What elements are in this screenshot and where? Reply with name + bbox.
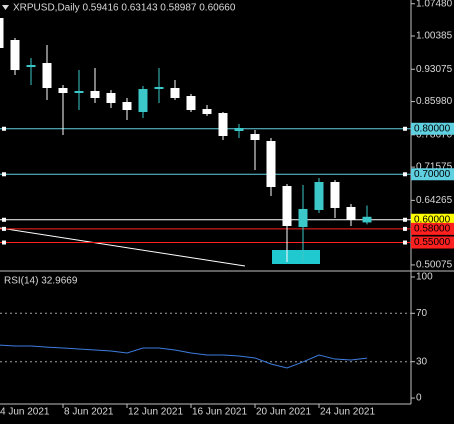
indicator-arrow xyxy=(2,5,9,10)
price-label-box xyxy=(411,222,454,235)
candle-body xyxy=(42,63,52,88)
candle-body xyxy=(218,113,228,137)
candle-body xyxy=(122,102,132,111)
level-marker xyxy=(2,126,6,131)
x-tick-label: 8 Jun 2021 xyxy=(64,407,114,418)
candle-body xyxy=(266,141,276,188)
y-tick-label: 0.50075 xyxy=(416,260,453,271)
x-tick-label: 4 Jun 2021 xyxy=(0,407,50,418)
price-label: 0.70000 xyxy=(414,169,451,180)
candle-body xyxy=(170,87,180,99)
candle-body xyxy=(346,206,356,220)
x-tick-label: 24 Jun 2021 xyxy=(320,407,375,418)
price-label-box xyxy=(411,122,454,135)
price-label: 0.60000 xyxy=(414,214,451,225)
candle-body xyxy=(202,109,212,115)
price-label-box xyxy=(411,213,454,226)
y-tick-label: 70 xyxy=(416,308,428,319)
y-tick-label: 0.93075 xyxy=(416,64,453,75)
candle-body xyxy=(186,96,196,111)
level-marker xyxy=(403,126,407,131)
candle-body xyxy=(106,93,116,104)
rsi-line xyxy=(0,344,368,369)
candle-body xyxy=(298,208,308,228)
candle-body xyxy=(0,18,4,49)
level-marker xyxy=(403,217,407,222)
level-marker xyxy=(403,226,407,231)
x-tick-label: 16 Jun 2021 xyxy=(192,407,247,418)
candle-body xyxy=(74,91,84,94)
candle-body xyxy=(154,86,164,89)
level-marker xyxy=(2,217,6,222)
price-label: 0.55000 xyxy=(414,237,451,248)
y-tick-label: 0.78670 xyxy=(416,129,453,140)
y-tick-label: 1.00385 xyxy=(416,31,453,42)
candle-body xyxy=(362,216,372,223)
level-marker xyxy=(2,172,6,177)
candle-body xyxy=(58,87,68,94)
level-marker xyxy=(403,172,407,177)
level-marker xyxy=(2,240,6,245)
trend-line xyxy=(0,227,246,267)
price-label: 0.58000 xyxy=(414,224,451,235)
y-tick-label: 0 xyxy=(416,393,422,404)
candle-body xyxy=(282,186,292,227)
candle-body xyxy=(234,127,244,131)
indicator-title: RSI(14) 32.9669 xyxy=(4,276,78,287)
candle-body xyxy=(26,65,36,68)
candle-body xyxy=(330,182,340,208)
candle-body xyxy=(10,39,20,71)
candle-body xyxy=(250,133,260,141)
rectangle-object xyxy=(272,250,320,264)
x-tick-label: 12 Jun 2021 xyxy=(128,407,183,418)
price-label-box xyxy=(411,236,454,249)
y-tick-label: 100 xyxy=(416,272,433,283)
price-label: 0.80000 xyxy=(414,123,451,134)
candle-body xyxy=(90,91,100,99)
y-tick-label: 0.71575 xyxy=(416,162,453,173)
level-marker xyxy=(2,226,6,231)
y-tick-label: 30 xyxy=(416,356,428,367)
x-tick-label: 20 Jun 2021 xyxy=(256,407,311,418)
candle-body xyxy=(314,182,324,210)
level-marker xyxy=(403,240,407,245)
price-label-box xyxy=(411,168,454,181)
candle-body xyxy=(138,88,148,113)
chart-title: XRPUSD,Daily 0.59416 0.63143 0.58987 0.6… xyxy=(13,3,236,14)
y-tick-label: 1.07480 xyxy=(416,0,453,9)
y-tick-label: 0.64265 xyxy=(416,195,453,206)
y-tick-label: 0.85980 xyxy=(416,96,453,107)
